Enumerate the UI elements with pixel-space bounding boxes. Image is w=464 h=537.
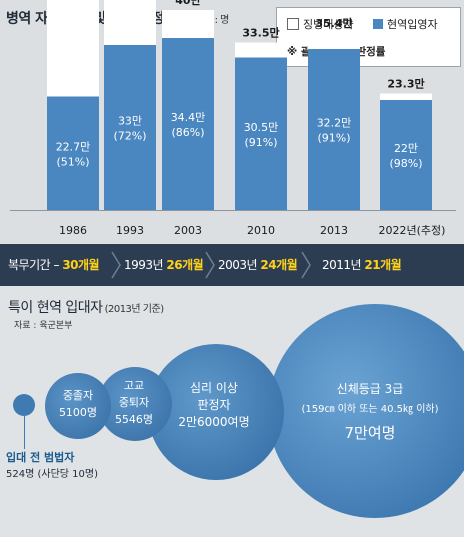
label-rate: (86%) — [171, 126, 204, 139]
highschool-title-2: 중퇴자 — [118, 396, 150, 409]
legend-swatch-white — [287, 18, 299, 30]
psychological-label: 심리 이상 판정자 2만6000여명 — [160, 380, 268, 431]
physical-criteria: (159㎝ 이하 또는 40.5㎏ 이하) — [301, 404, 439, 415]
timeline-arrows — [111, 251, 311, 279]
bar-active — [162, 38, 214, 210]
special-enlistees-panel: 특이 현역 입대자 (2013년 기준) 자료 : 육군본부 입대 전 범법자 5… — [0, 287, 464, 537]
psychological-value: 2만6000여명 — [178, 415, 250, 429]
bar-chart: 44.5만22.7만(51%)198646.1만33만(72%)199340만3… — [10, 0, 456, 237]
highschool-value: 5546명 — [114, 413, 154, 426]
circle-criminal — [13, 394, 35, 416]
legend-label-total: 징병대상자 — [303, 18, 354, 31]
tick-label: 2013 — [320, 224, 348, 237]
bar-active — [104, 45, 156, 210]
label-active: 32.2만 — [317, 117, 352, 130]
timeline-year-4: 2011년 — [322, 258, 362, 272]
label-total: 40만 — [175, 0, 200, 7]
label-rate: (51%) — [56, 155, 89, 168]
label-rate: (91%) — [317, 132, 350, 145]
bar-chart-panel: 병역 자원 감소 및 현역 판정 증가단위: 명 징병대상자 현역입영자 ※ 괄… — [0, 0, 464, 243]
physical-value: 7만여명 — [344, 424, 396, 442]
physical-grade3-label: 신체등급 3급 (159㎝ 이하 또는 40.5㎏ 이하) 7만여명 — [280, 380, 460, 447]
psychological-title-1: 심리 이상 — [190, 381, 238, 395]
label-rate: (72%) — [113, 130, 146, 143]
middle-school-title: 중졸자 — [62, 389, 94, 402]
label-active: 30.5만 — [244, 121, 279, 134]
highschool-dropout-label: 고교 중퇴자 5546명 — [104, 377, 164, 428]
criminal-label: 입대 전 범법자 — [6, 451, 75, 464]
label-active: 33만 — [118, 115, 142, 128]
legend-swatch-blue — [373, 19, 383, 29]
section2-title-text: 특이 현역 입대자 — [8, 300, 103, 316]
tick-label: 2010 — [247, 224, 275, 237]
label-total: 35.4만 — [315, 16, 352, 30]
timeline-period-4: 21개월 — [364, 258, 402, 272]
highschool-title-1: 고교 — [123, 379, 145, 392]
tick-label: 2022년(추정) — [379, 224, 446, 237]
label-rate: (91%) — [244, 136, 277, 149]
timeline-segment-2: 1993년 26개월 — [124, 256, 204, 273]
middle-school-value: 5100명 — [58, 406, 98, 419]
source-note: 자료 : 육군본부 — [14, 321, 73, 331]
bar-active — [47, 96, 99, 210]
timeline-period-1: 30개월 — [62, 258, 100, 272]
middle-school-label: 중졸자 5100명 — [52, 387, 104, 421]
physical-title: 신체등급 3급 — [336, 382, 404, 396]
criminal-value: 524명 (사단당 10명) — [6, 469, 98, 480]
legend-label-active: 현역입영자 — [387, 18, 438, 31]
bar-active — [235, 57, 287, 210]
tick-label: 2003 — [174, 224, 202, 237]
tick-label: 1986 — [59, 224, 87, 237]
circle-physical-grade3 — [268, 304, 464, 518]
timeline-segment-3: 2003년 24개월 — [218, 256, 298, 273]
label-active: 22만 — [394, 142, 418, 155]
legend-item-active: 현역입영자 — [373, 16, 438, 32]
timeline-year-2: 1993년 — [124, 258, 164, 272]
tick-label: 1993 — [116, 224, 144, 237]
timeline-segment-1: 복무기간 – 30개월 — [8, 258, 100, 272]
timeline-period-3: 24개월 — [260, 258, 298, 272]
timeline-period-2: 26개월 — [166, 258, 204, 272]
service-period-timeline: 복무기간 – 30개월 1993년 26개월 2003년 24개월 2011년 … — [0, 244, 464, 286]
section2-subtitle: (2013년 기준) — [104, 304, 165, 315]
timeline-segment-4: 2011년 21개월 — [322, 256, 402, 273]
criminal-annotation: 입대 전 범법자 524명 (사단당 10명) — [6, 450, 98, 483]
legend-item-total: 징병대상자 — [287, 16, 354, 32]
criminal-leader-line — [24, 416, 25, 449]
bar-active — [380, 100, 432, 210]
label-total: 33.5만 — [242, 26, 279, 40]
bar-active — [308, 49, 360, 210]
timeline-year-3: 2003년 — [218, 258, 258, 272]
label-active: 34.4만 — [171, 111, 206, 124]
label-rate: (98%) — [389, 157, 422, 170]
label-total: 23.3만 — [387, 77, 424, 91]
section2-title: 특이 현역 입대자 (2013년 기준) — [8, 297, 164, 317]
label-active: 22.7만 — [56, 140, 91, 153]
psychological-title-2: 판정자 — [197, 398, 231, 412]
circle-middle-school — [45, 373, 111, 439]
timeline-label: 복무기간 — [8, 258, 51, 272]
